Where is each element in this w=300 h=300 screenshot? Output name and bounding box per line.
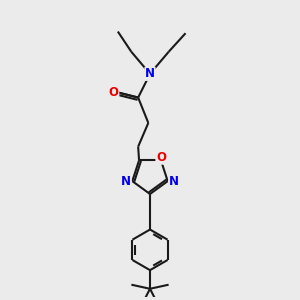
- Text: N: N: [145, 68, 155, 80]
- Text: O: O: [156, 151, 166, 164]
- Text: O: O: [109, 86, 119, 99]
- Text: N: N: [121, 175, 131, 188]
- Text: N: N: [169, 175, 179, 188]
